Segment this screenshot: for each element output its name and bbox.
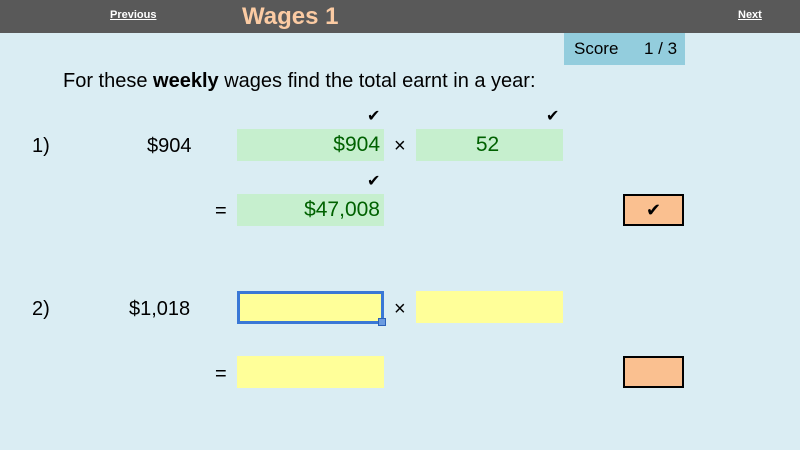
times-sign: × [394,298,406,320]
top-bar: Previous Wages 1 Next [0,0,800,33]
check-icon: ✔ [546,108,560,125]
status-box [623,356,684,388]
input-result[interactable] [237,356,384,388]
wage: $1,018 [129,298,191,320]
input-result[interactable]: $47,008 [237,194,384,226]
previous-link[interactable]: Previous [110,9,157,21]
score-value: 1 / 3 [644,39,678,58]
input-weekly-wage[interactable] [237,291,386,326]
question-number: 2) [32,298,50,320]
check-icon: ✔ [367,108,381,125]
instruction: For these weekly wages find the total ea… [63,70,536,92]
score-label: Score [574,39,619,58]
score-box: Score 1 / 3 [564,33,685,65]
check-icon: ✔ [367,173,381,190]
equals-sign: = [215,363,227,385]
times-sign: × [394,135,406,157]
fill-handle[interactable] [378,318,386,326]
equals-sign: = [215,200,227,222]
wage: $904 [147,135,192,157]
next-link[interactable]: Next [738,9,762,21]
input-weeks[interactable] [416,291,563,323]
question-number: 1) [32,135,50,157]
status-box: ✔ [623,194,684,226]
input-weekly-wage[interactable]: $904 [237,129,384,161]
page-title: Wages 1 [242,3,339,30]
input-weeks[interactable]: 52 [416,129,563,161]
